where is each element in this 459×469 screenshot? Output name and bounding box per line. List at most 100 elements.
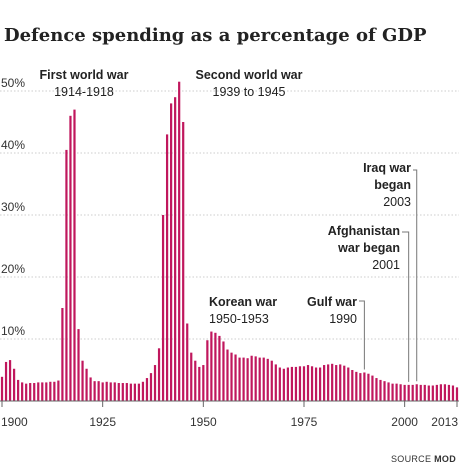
- bar: [194, 360, 197, 401]
- bar: [355, 371, 358, 401]
- annotation-gulf-war: Gulf war 1990: [307, 295, 357, 326]
- bar: [218, 335, 221, 401]
- bar: [250, 355, 253, 401]
- bar: [230, 352, 233, 401]
- bar: [246, 358, 249, 401]
- bar: [109, 382, 112, 401]
- bar: [447, 384, 451, 401]
- bar: [278, 367, 281, 401]
- bar: [25, 383, 28, 401]
- bar: [57, 380, 60, 401]
- bar: [133, 383, 136, 401]
- annotation-title: Second world war: [196, 68, 303, 82]
- bar: [403, 384, 406, 401]
- bar: [157, 348, 161, 401]
- bar: [81, 360, 84, 401]
- bar: [182, 122, 185, 401]
- bar: [174, 97, 177, 401]
- source-value: MOD: [434, 454, 456, 464]
- annotation-title: Korean war: [209, 295, 277, 309]
- bar: [439, 384, 442, 401]
- y-tick-label: 40%: [1, 138, 25, 152]
- bar: [387, 382, 390, 401]
- bar: [298, 366, 302, 401]
- bar: [4, 361, 8, 401]
- bar: [294, 366, 298, 401]
- bar: [0, 376, 4, 401]
- bar: [89, 377, 92, 401]
- x-tick-label: 2000: [391, 415, 418, 429]
- x-tick-label: 2013: [431, 415, 458, 429]
- bar: [153, 365, 157, 401]
- bar: [455, 387, 459, 401]
- bar: [206, 340, 209, 401]
- bar: [407, 384, 410, 401]
- annotation-subtitle: 1914-1918: [54, 85, 114, 99]
- source-label: SOURCE: [391, 454, 431, 464]
- annotation-subtitle: 1939 to 1945: [213, 85, 286, 99]
- annotation-title-line: Iraq war: [363, 161, 411, 175]
- bar: [286, 367, 289, 401]
- bar: [318, 367, 322, 401]
- chart-title: Defence spending as a percentage of GDP: [4, 25, 427, 46]
- bar: [73, 109, 76, 401]
- bar: [61, 308, 64, 401]
- bar: [242, 357, 245, 401]
- bar: [399, 384, 402, 401]
- leader-line: [402, 231, 410, 382]
- bar: [415, 384, 418, 401]
- annotation-iraq-war: Iraq war began 2003: [363, 161, 411, 209]
- bar: [427, 385, 430, 401]
- bar: [117, 383, 120, 401]
- bar: [29, 383, 32, 401]
- bar: [335, 365, 338, 401]
- bar: [12, 368, 16, 401]
- bar: [270, 360, 273, 401]
- bar: [190, 352, 193, 401]
- x-tick-label: 1975: [291, 415, 318, 429]
- x-tick-label: 1950: [190, 415, 217, 429]
- bar: [65, 149, 68, 401]
- x-tick-label: 1900: [1, 415, 28, 429]
- bar: [21, 382, 24, 401]
- bar: [214, 332, 217, 401]
- bar: [451, 385, 455, 401]
- annotation-title-line: began: [374, 178, 411, 192]
- bar: [290, 366, 294, 401]
- annotation-afghanistan-war: Afghanistan war began 2001: [328, 224, 400, 272]
- bar: [33, 383, 36, 401]
- bar: [419, 384, 422, 401]
- bar: [234, 354, 237, 401]
- bar: [302, 366, 306, 401]
- bar: [395, 383, 398, 401]
- bar: [274, 364, 277, 401]
- bar: [222, 341, 225, 401]
- y-tick-label: 30%: [1, 200, 25, 214]
- bar: [314, 367, 318, 401]
- gridlines: [0, 90, 459, 340]
- bar: [69, 115, 72, 402]
- bar: [351, 370, 354, 401]
- bar: [178, 81, 181, 401]
- bar: [238, 357, 241, 401]
- bar: [443, 384, 447, 401]
- leader-line: [359, 300, 365, 370]
- bar: [97, 381, 100, 401]
- bar: [141, 381, 145, 401]
- bar: [101, 382, 104, 401]
- bar: [435, 384, 438, 401]
- bar: [105, 381, 108, 401]
- bar: [202, 365, 205, 401]
- bar: [17, 379, 20, 401]
- y-tick-label: 20%: [1, 262, 25, 276]
- x-axis-ticks: 1900 1925 1950 1975 2000 2013: [1, 401, 458, 429]
- bar: [37, 382, 40, 401]
- leader-line: [413, 169, 418, 382]
- bar: [254, 356, 257, 401]
- annotation-title-line: war began: [337, 241, 400, 255]
- bar: [161, 215, 165, 401]
- annotation-title-line: Afghanistan: [328, 224, 400, 238]
- bar: [258, 357, 261, 401]
- bar: [165, 134, 169, 401]
